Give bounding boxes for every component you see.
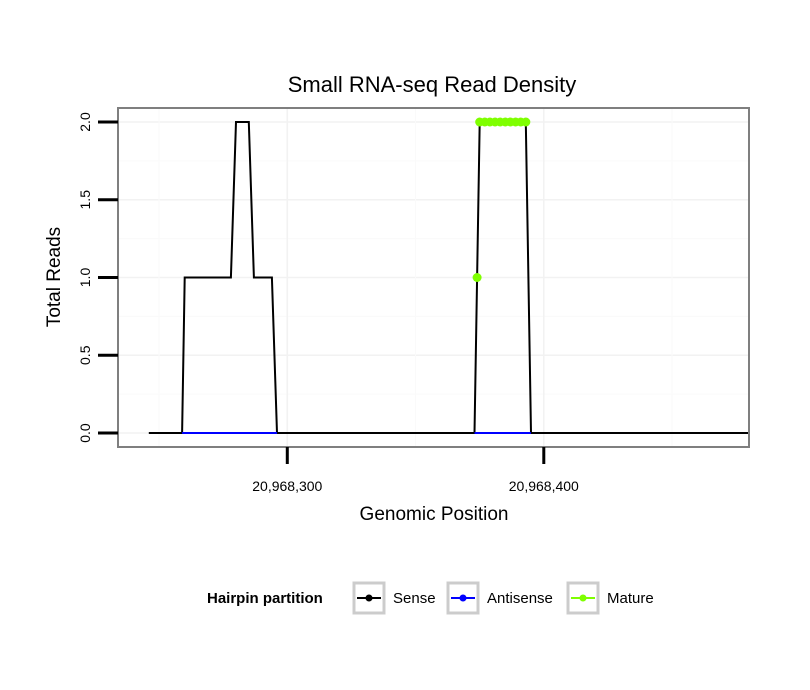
- y-tick-label: 2.0: [77, 112, 93, 132]
- legend-swatch-dot-sense: [365, 594, 373, 602]
- legend-label-mature: Mature: [607, 590, 654, 607]
- legend: Hairpin partition Sense Antisense Mature: [207, 581, 654, 615]
- y-tick-label: 0.5: [77, 345, 93, 365]
- legend-swatch-dot-antisense: [459, 594, 467, 602]
- series-point-mature: [472, 273, 482, 282]
- y-axis: 0.0 0.5 1.0 1.5 2.0: [77, 112, 118, 443]
- y-axis-title: Total Reads: [44, 227, 65, 327]
- legend-title: Hairpin partition: [207, 590, 323, 607]
- x-axis: 20,968,300 20,968,400: [252, 447, 579, 494]
- chart-title: Small RNA-seq Read Density: [288, 72, 577, 97]
- y-tick-label: 1.5: [77, 190, 93, 210]
- series-layer: [148, 117, 749, 435]
- legend-item-mature: Mature: [566, 581, 654, 615]
- legend-label-antisense: Antisense: [487, 590, 553, 607]
- y-tick-label: 1.0: [77, 268, 93, 288]
- legend-swatch-dot-mature: [579, 594, 587, 602]
- x-axis-title: Genomic Position: [360, 504, 509, 525]
- x-tick-label: 20,968,300: [252, 478, 322, 494]
- y-tick-label: 0.0: [77, 423, 93, 443]
- x-tick-label: 20,968,400: [509, 478, 579, 494]
- legend-item-sense: Sense: [352, 581, 436, 615]
- series-point-mature: [521, 117, 531, 127]
- legend-item-antisense: Antisense: [446, 581, 553, 615]
- legend-label-sense: Sense: [393, 590, 436, 607]
